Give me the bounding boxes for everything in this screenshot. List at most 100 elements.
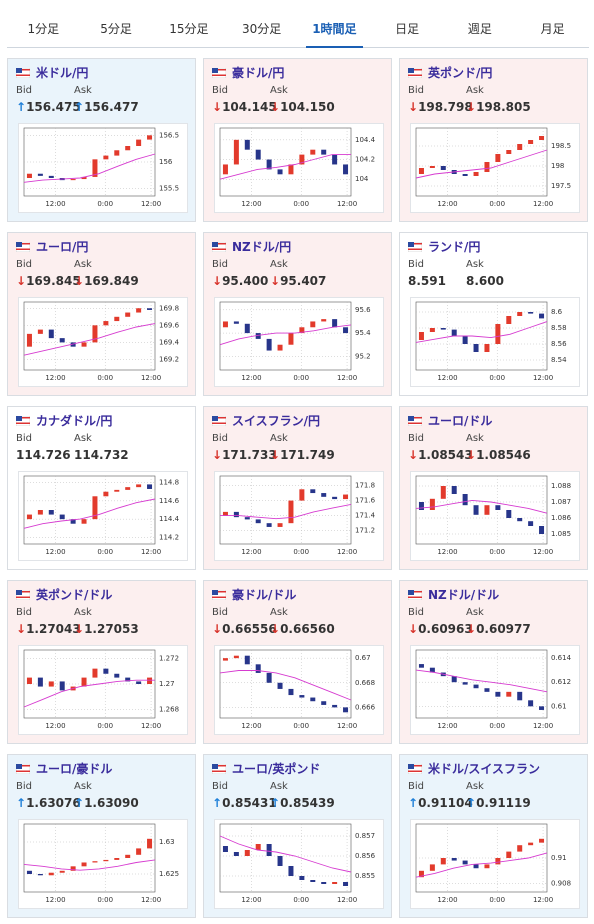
candle <box>418 664 424 668</box>
mini-chart: 104 104.2 104.4 12:00 0:00 12:00 <box>214 123 384 213</box>
rate-card[interactable]: ユーロ/豪ドル Bid Ask ↑1.63076 ↑1.63090 1.625 1.63 12… <box>7 754 196 918</box>
rate-card[interactable]: カナダドル/円 Bid Ask 114.726 114.732 114.2 114.4 114… <box>7 406 196 570</box>
rate-card[interactable]: 英ポンド/円 Bid Ask ↓198.798 ↓198.805 197.5 198 198.… <box>399 58 588 222</box>
x-tick-label: 12:00 <box>141 200 161 208</box>
ask-value: 8.600 <box>466 274 504 288</box>
candle <box>103 859 109 862</box>
candle <box>37 874 43 876</box>
x-tick-label: 12:00 <box>337 896 357 904</box>
candle <box>244 323 250 334</box>
y-tick-label: 104 <box>355 175 369 183</box>
flag-stripe <box>212 596 226 598</box>
rate-card[interactable]: ランド/円 Bid Ask 8.591 8.600 8.54 8.56 8.58 8.6 12:0… <box>399 232 588 396</box>
trend-arrow: ↓ <box>212 622 223 636</box>
card-title: ユーロ/ドル <box>408 412 492 429</box>
x-tick-label: 12:00 <box>241 722 261 730</box>
rate-card[interactable]: ユーロ/英ポンド Bid Ask ↑0.85431 ↑0.85439 0.855 0.856… <box>203 754 392 918</box>
x-tick-label: 12:00 <box>437 896 457 904</box>
ask-value: ↑156.477 <box>74 100 139 114</box>
rate-card[interactable]: 米ドル/スイスフラン Bid Ask ↑0.91104 ↑0.91119 0.908 0.9… <box>399 754 588 918</box>
moving-average <box>415 852 548 878</box>
mini-chart: 0.908 0.91 12:00 0:00 12:00 <box>410 819 580 909</box>
candle <box>222 321 228 328</box>
candle <box>244 850 250 856</box>
candle <box>343 882 349 886</box>
ask-label: Ask <box>74 781 92 792</box>
rate-card[interactable]: 米ドル/円 Bid Ask ↑156.475 ↑156.477 155.5 156 156.5… <box>7 58 196 222</box>
flag-stripe <box>22 416 30 418</box>
bid-price: 171.733 <box>222 448 277 462</box>
x-tick-label: 0:00 <box>489 200 505 208</box>
candle <box>451 329 457 336</box>
rate-card[interactable]: 英ポンド/ドル Bid Ask ↓1.27043 ↓1.27053 1.268 1.27 1.… <box>7 580 196 744</box>
rate-card[interactable]: ユーロ/円 Bid Ask ↓169.845 ↓169.849 169.2 169.4 169… <box>7 232 196 396</box>
ask-label: Ask <box>74 85 92 96</box>
trend-arrow: ↓ <box>270 100 281 114</box>
flag-field <box>408 415 422 426</box>
candle <box>233 139 239 165</box>
moving-average <box>415 669 548 693</box>
candle <box>539 706 545 710</box>
flag-stripe <box>16 422 30 424</box>
ask-value: ↓171.749 <box>270 448 335 462</box>
candle <box>277 856 283 866</box>
tab[interactable]: 日足 <box>395 22 420 36</box>
rate-card[interactable]: スイスフラン/円 Bid Ask ↓171.733 ↓171.749 171.2 171.4… <box>203 406 392 570</box>
candle <box>26 173 32 178</box>
x-tick-label: 12:00 <box>437 200 457 208</box>
candle <box>114 489 120 492</box>
x-tick-label: 12:00 <box>141 722 161 730</box>
rate-card[interactable]: 豪ドル/ドル Bid Ask ↓0.66556 ↓0.66560 0.666 0.668 0.… <box>203 580 392 744</box>
y-tick-label: 114.4 <box>159 515 180 523</box>
candle <box>506 510 512 518</box>
candle <box>473 505 479 515</box>
flag-canton <box>212 763 218 769</box>
tab[interactable]: 1時間足 <box>298 0 371 48</box>
tab[interactable]: 15分足 <box>169 22 209 36</box>
trend-arrow: ↑ <box>408 796 419 810</box>
x-tick-label: 0:00 <box>293 548 309 556</box>
card-title: NZドル/ドル <box>408 586 499 603</box>
flag-field <box>16 763 30 774</box>
ask-price: 0.85439 <box>280 796 335 810</box>
candle <box>299 327 305 334</box>
tab[interactable]: 5分足 <box>100 22 132 36</box>
candle <box>222 846 228 852</box>
bid-label: Bid <box>408 85 424 96</box>
flag-stripe <box>414 242 422 244</box>
candle <box>222 658 228 661</box>
rate-card[interactable]: NZドル/円 Bid Ask ↓95.400 ↓95.407 95.2 95.4 95.6 12… <box>203 232 392 396</box>
y-tick-label: 8.6 <box>551 308 563 316</box>
candle <box>48 329 54 339</box>
ask-price: 156.477 <box>84 100 139 114</box>
candle <box>473 172 479 176</box>
tab[interactable]: 1分足 <box>27 22 60 36</box>
ask-value: ↓95.407 <box>270 274 326 288</box>
trend-arrow: ↑ <box>270 796 281 810</box>
x-tick-label: 12:00 <box>337 722 357 730</box>
candle <box>92 668 98 678</box>
candle <box>103 491 109 497</box>
candle <box>418 502 424 510</box>
rate-card[interactable]: ユーロ/ドル Bid Ask ↓1.08543 ↓1.08546 1.085 1.086 1.… <box>399 406 588 570</box>
moving-average <box>23 323 156 356</box>
trend-arrow: ↓ <box>74 274 85 288</box>
x-tick-label: 12:00 <box>241 896 261 904</box>
tab[interactable]: 30分足 <box>241 22 282 36</box>
x-tick-label: 12:00 <box>241 548 261 556</box>
candle <box>321 149 327 155</box>
pair-name: NZドル/円 <box>232 240 292 254</box>
candle <box>81 176 87 180</box>
trend-arrow: ↓ <box>466 100 477 114</box>
rate-card[interactable]: NZドル/ドル Bid Ask ↓0.60963 ↓0.60977 0.61 0.612 0.… <box>399 580 588 744</box>
y-tick-label: 197.5 <box>551 182 571 190</box>
candle <box>288 500 294 524</box>
y-tick-label: 1.272 <box>159 654 179 662</box>
rate-card[interactable]: 豪ドル/円 Bid Ask ↓104.145 ↓104.150 104 104.2 104.4… <box>203 58 392 222</box>
bid-label: Bid <box>212 781 228 792</box>
candle <box>332 319 338 328</box>
tab[interactable]: 週足 <box>467 22 492 36</box>
trend-arrow: ↓ <box>212 448 223 462</box>
tab[interactable]: 月足 <box>540 22 565 36</box>
ask-label: Ask <box>270 85 288 96</box>
